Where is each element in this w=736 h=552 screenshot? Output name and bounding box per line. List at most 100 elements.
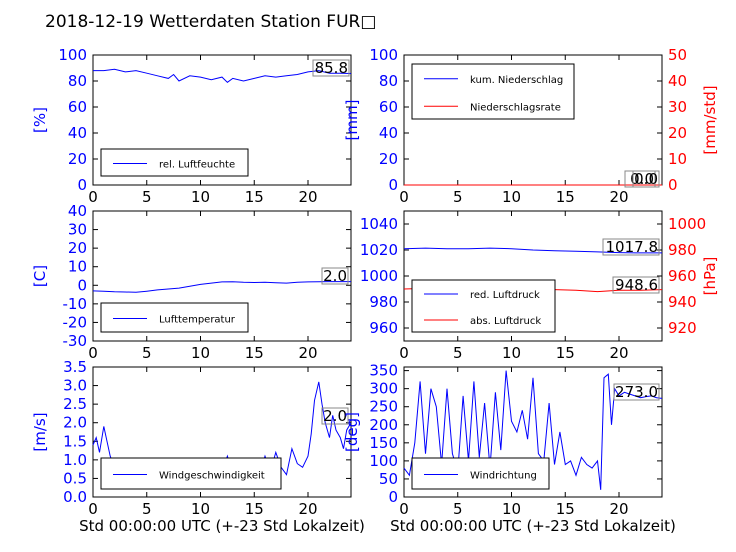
value-annotation: 0.0 bbox=[634, 170, 658, 188]
legend-label: Niederschlagsrate bbox=[470, 102, 561, 113]
chart-precipitation: 0 5 10 15 20 0 20 40 60 80 100 0 10 20 30 40 50 [mm] [mm/s… bbox=[343, 46, 719, 206]
x-tick-label: 20 bbox=[609, 500, 628, 518]
series-line bbox=[92, 281, 351, 293]
x-tick-label: 15 bbox=[556, 188, 575, 206]
y-tick-label: 40 bbox=[68, 202, 87, 220]
x-tick-label: 10 bbox=[191, 344, 210, 362]
legend-box bbox=[411, 279, 556, 333]
series-line bbox=[403, 247, 662, 254]
y-tick-label: 250 bbox=[369, 398, 398, 416]
y-tick-label: 300 bbox=[369, 380, 398, 398]
value-annotation-box bbox=[321, 407, 349, 425]
y-axis-label: [mm] bbox=[343, 100, 361, 141]
y-tick-label: 3.5 bbox=[63, 358, 87, 376]
y-tick-label-right: 1000 bbox=[668, 215, 706, 233]
y-tick-label: 350 bbox=[369, 362, 398, 380]
y-tick-label-right: 980 bbox=[668, 241, 697, 259]
y-tick-label: 0.0 bbox=[63, 488, 87, 506]
x-tick-label: 5 bbox=[142, 188, 152, 206]
value-annotation: 85.8 bbox=[315, 59, 348, 77]
legend-box bbox=[100, 148, 249, 177]
y-axis-label: [C] bbox=[31, 265, 49, 287]
y-tick-label: -10 bbox=[63, 295, 88, 313]
y-tick-label: 960 bbox=[369, 319, 398, 337]
value-annotation-box bbox=[602, 238, 660, 256]
y-tick-label: 1020 bbox=[360, 241, 398, 259]
y-tick-label-right: 50 bbox=[668, 46, 687, 64]
y-tick-label: 0 bbox=[388, 488, 398, 506]
x-tick-label: 20 bbox=[298, 188, 317, 206]
figure-title: 2018-12-19 Wetterdaten Station FUR□ bbox=[45, 12, 376, 32]
x-tick-label: 10 bbox=[502, 188, 521, 206]
x-tick-label: 20 bbox=[298, 500, 317, 518]
y-tick-label: 0 bbox=[388, 176, 398, 194]
x-tick-label: 20 bbox=[609, 344, 628, 362]
y-tick-label: 10 bbox=[68, 258, 87, 276]
legend-box bbox=[411, 63, 575, 120]
y-tick-label: 80 bbox=[379, 72, 398, 90]
y-axis-label: [deg] bbox=[343, 412, 361, 452]
y-tick-label: -30 bbox=[63, 332, 88, 350]
y-tick-label: 40 bbox=[68, 124, 87, 142]
chart-pressure: 0 5 10 15 20 960 980 1000 1020 1040 920 940 960 980 10… bbox=[360, 210, 719, 362]
y-tick-label: 60 bbox=[379, 98, 398, 116]
x-tick-label: 0 bbox=[399, 188, 409, 206]
value-annotation: 948.6 bbox=[615, 276, 658, 294]
y-axis-label-right: [mm/std] bbox=[701, 85, 719, 154]
x-tick-label: 0 bbox=[88, 344, 98, 362]
y-axis-label: [m/s] bbox=[31, 412, 49, 451]
y-tick-label: 20 bbox=[68, 239, 87, 257]
y-tick-label: 60 bbox=[68, 98, 87, 116]
y-tick-label: 0 bbox=[77, 176, 87, 194]
value-annotation-box bbox=[321, 267, 349, 285]
x-tick-label: 20 bbox=[609, 188, 628, 206]
y-tick-label-right: 20 bbox=[668, 124, 687, 142]
legend-box bbox=[100, 302, 249, 333]
y-tick-label-right: 920 bbox=[668, 319, 697, 337]
x-tick-label: 15 bbox=[556, 500, 575, 518]
x-tick-label: 10 bbox=[191, 500, 210, 518]
y-tick-label-right: 40 bbox=[668, 72, 687, 90]
y-tick-label: 20 bbox=[68, 150, 87, 168]
y-tick-label: -20 bbox=[63, 313, 88, 331]
legend-label: abs. Luftdruck bbox=[470, 316, 541, 327]
x-tick-label: 0 bbox=[88, 500, 98, 518]
chart-wind-speed: 0 5 10 15 200.00.51.01.52.02.53.03.5[m/s]Std… bbox=[31, 358, 365, 535]
x-tick-label: 10 bbox=[502, 344, 521, 362]
y-tick-label: 1.5 bbox=[63, 432, 87, 450]
y-tick-label: 2.0 bbox=[63, 414, 87, 432]
legend-label: Windrichtung bbox=[470, 471, 537, 482]
x-tick-label: 5 bbox=[142, 344, 152, 362]
y-tick-label-right: 940 bbox=[668, 293, 697, 311]
y-tick-label: 40 bbox=[379, 124, 398, 142]
x-tick-label: 5 bbox=[453, 500, 463, 518]
y-tick-label: 980 bbox=[369, 293, 398, 311]
y-tick-label: 0 bbox=[77, 276, 87, 294]
value-annotation: 2.0 bbox=[323, 267, 347, 285]
legend-label: red. Luftdruck bbox=[470, 290, 540, 301]
x-tick-label: 15 bbox=[556, 344, 575, 362]
x-tick-label: 5 bbox=[142, 500, 152, 518]
x-axis-label: Std 00:00:00 UTC (+-23 Std Lokalzeit) bbox=[390, 517, 676, 535]
x-tick-label: 5 bbox=[453, 344, 463, 362]
y-tick-label-right: 10 bbox=[668, 150, 687, 168]
legend-label: rel. Luftfeuchte bbox=[159, 160, 235, 171]
y-tick-label-right: 960 bbox=[668, 267, 697, 285]
y-tick-label: 50 bbox=[379, 470, 398, 488]
y-tick-label: 1000 bbox=[360, 267, 398, 285]
y-tick-label: 30 bbox=[68, 221, 87, 239]
series-line bbox=[403, 370, 663, 490]
y-tick-label: 200 bbox=[369, 416, 398, 434]
value-annotation: 1017.8 bbox=[606, 238, 659, 256]
y-axis-label-right: [hPa] bbox=[701, 257, 719, 296]
y-tick-label: 1040 bbox=[360, 215, 398, 233]
legend-label: Lufttemperatur bbox=[159, 315, 236, 326]
x-tick-label: 10 bbox=[502, 500, 521, 518]
value-annotation: 2.0 bbox=[323, 407, 347, 425]
x-tick-label: 0 bbox=[88, 188, 98, 206]
x-tick-label: 0 bbox=[399, 344, 409, 362]
y-tick-label: 100 bbox=[369, 46, 398, 64]
y-tick-label: 2.5 bbox=[63, 395, 87, 413]
